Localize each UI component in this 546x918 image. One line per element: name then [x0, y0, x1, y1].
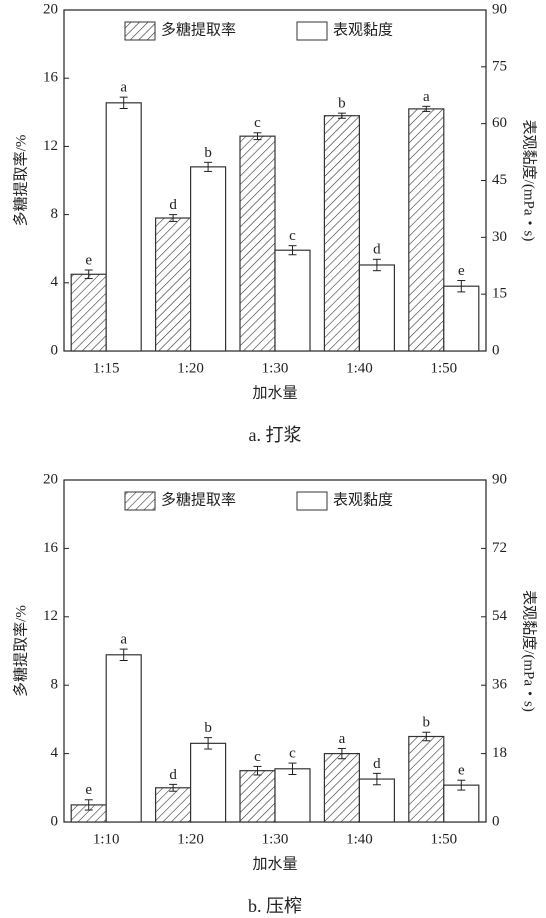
y-tick-label: 0: [51, 342, 59, 358]
bar: [443, 285, 480, 352]
y2-tick-label: 18: [492, 745, 507, 761]
significance-label: b: [423, 715, 431, 731]
bar: [323, 752, 360, 823]
x-tick-label: 1:20: [177, 360, 204, 376]
significance-label: d: [169, 197, 177, 213]
bar: [274, 249, 311, 352]
legend-swatch: [296, 21, 328, 41]
bar: [408, 108, 445, 352]
bar: [239, 135, 276, 352]
bar: [358, 778, 395, 823]
y2-tick-label: 45: [492, 172, 507, 188]
x-tick-label: 1:30: [262, 831, 289, 847]
y2-axis-label: 表观黏度/(mPa・s): [521, 590, 538, 712]
significance-label: e: [85, 252, 92, 268]
y2-tick-label: 54: [492, 608, 508, 624]
x-tick-label: 1:10: [93, 831, 120, 847]
bar: [155, 217, 192, 352]
significance-label: e: [85, 782, 92, 798]
significance-label: a: [120, 632, 127, 648]
y-axis-label: 多糖提取率/%: [12, 605, 29, 697]
x-tick-label: 1:20: [177, 831, 204, 847]
bar: [190, 742, 227, 823]
y2-tick-label: 60: [492, 115, 507, 131]
significance-label: e: [458, 263, 465, 279]
x-tick-label: 1:50: [430, 360, 457, 376]
y2-tick-label: 72: [492, 540, 507, 556]
legend-swatch: [124, 21, 156, 41]
y-tick-label: 20: [43, 1, 58, 17]
bar: [70, 273, 107, 352]
y-axis-label: 多糖提取率/%: [12, 135, 29, 227]
y2-tick-label: 0: [492, 342, 500, 358]
y-tick-label: 4: [51, 274, 59, 290]
legend-label: 表观黏度: [333, 491, 393, 508]
x-tick-label: 1:15: [93, 360, 120, 376]
bar: [274, 768, 311, 823]
x-tick-label: 1:50: [430, 831, 457, 847]
caption: b. 压榨: [248, 896, 302, 916]
y-tick-label: 12: [43, 608, 58, 624]
x-tick-label: 1:40: [346, 831, 373, 847]
bar: [105, 654, 142, 823]
y-tick-label: 4: [51, 745, 59, 761]
y-tick-label: 0: [51, 813, 59, 829]
significance-label: d: [169, 767, 177, 783]
bar: [358, 264, 395, 352]
significance-label: c: [289, 746, 296, 762]
x-axis-label: 加水量: [252, 384, 297, 401]
significance-label: a: [339, 731, 346, 747]
legend-label: 多糖提取率: [161, 491, 236, 508]
significance-label: d: [373, 756, 381, 772]
x-tick-label: 1:30: [262, 360, 289, 376]
y2-tick-label: 90: [492, 1, 507, 17]
y2-tick-label: 15: [492, 286, 507, 302]
y-tick-label: 12: [43, 138, 58, 154]
y-tick-label: 8: [51, 677, 59, 693]
significance-label: b: [338, 96, 346, 112]
significance-label: a: [423, 89, 430, 105]
bar: [105, 102, 142, 352]
bar: [190, 166, 227, 352]
legend-label: 表观黏度: [333, 21, 393, 38]
y2-tick-label: 36: [492, 677, 508, 693]
bar: [443, 784, 480, 823]
y2-tick-label: 75: [492, 58, 507, 74]
y2-axis-label: 表观黏度/(mPa・s): [521, 120, 538, 242]
bar: [408, 735, 445, 823]
y-tick-label: 16: [43, 540, 59, 556]
y2-tick-label: 90: [492, 471, 507, 487]
significance-label: d: [373, 242, 381, 258]
x-axis-label: 加水量: [252, 855, 297, 872]
significance-label: c: [254, 115, 261, 131]
significance-label: a: [120, 80, 127, 96]
y2-tick-label: 0: [492, 813, 500, 829]
y2-tick-label: 30: [492, 229, 507, 245]
bar: [155, 787, 192, 823]
y-tick-label: 8: [51, 206, 59, 222]
x-tick-label: 1:40: [346, 360, 373, 376]
significance-label: b: [204, 145, 212, 161]
bar: [323, 115, 360, 352]
legend-label: 多糖提取率: [161, 21, 236, 38]
caption: a. 打浆: [249, 425, 302, 445]
bar: [239, 770, 276, 823]
legend-swatch: [124, 491, 156, 511]
y-tick-label: 16: [43, 70, 59, 86]
significance-label: e: [458, 763, 465, 779]
significance-label: c: [254, 749, 261, 765]
significance-label: c: [289, 228, 296, 244]
significance-label: b: [204, 720, 212, 736]
y-tick-label: 20: [43, 471, 58, 487]
legend-swatch: [296, 491, 328, 511]
